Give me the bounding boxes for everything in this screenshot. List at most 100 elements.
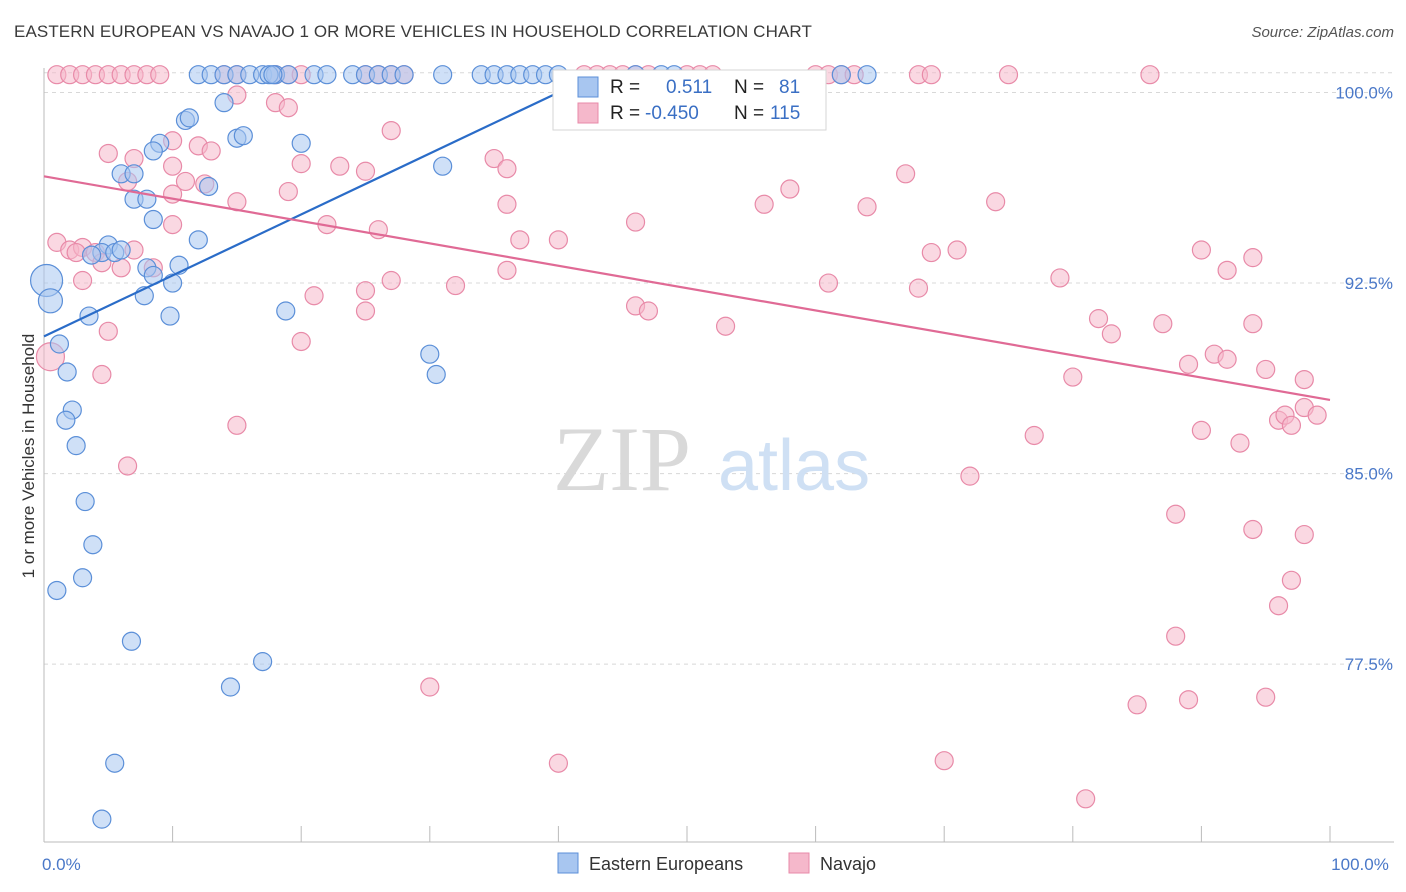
legend-n-label-2: N = [734,103,764,124]
navajo-point-58 [857,197,877,217]
eastern-european-point-62 [420,344,440,364]
legend-swatch-blue [577,76,599,98]
navajo-point-79 [1191,240,1212,260]
eastern-european-point-49 [81,245,102,265]
navajo-point-109 [227,415,247,435]
navajo-point-78 [921,242,941,263]
x-tick-label-0: 0.0% [42,855,81,874]
eastern-european-point-28 [857,65,877,85]
eastern-european-point-38 [433,156,453,176]
navajo-point-47 [484,148,504,169]
eastern-european-points [29,65,877,829]
navajo-point-65 [625,212,646,232]
navajo-point-63 [163,215,183,235]
bottom-legend-swatch-pink [788,852,810,874]
legend-n-value-2: 115 [770,103,800,124]
navajo-point-120 [1166,504,1186,524]
eastern-european-point-59 [160,306,180,326]
bottom-legend-label-eastern-europeans: Eastern Europeans [589,854,743,874]
y-tick-label-1: 85.0% [1345,465,1393,484]
eastern-european-point-75 [105,753,125,773]
eastern-european-point-29 [263,65,283,85]
navajo-point-103 [1217,349,1237,369]
navajo-point-90 [1050,268,1070,288]
navajo-point-37 [278,98,298,118]
navajo-point-41 [201,141,221,161]
eastern-european-point-66 [56,410,76,430]
navajo-point-85 [304,286,324,306]
navajo-point-45 [330,156,350,176]
navajo-point-56 [896,164,916,184]
bottom-legend: Eastern Europeans Navajo [557,852,876,874]
navajo-point-131 [548,753,569,773]
navajo-point-130 [934,751,954,771]
navajo-point-101 [98,321,118,341]
y-axis-label: 1 or more Vehicles in Household [19,334,38,579]
navajo-point-87 [355,281,376,301]
navajo-point-83 [72,270,93,291]
eastern-european-point-68 [75,491,95,512]
eastern-european-point-57 [37,288,64,314]
navajo-point-129 [1256,687,1276,707]
navajo-point-32 [921,65,941,85]
eastern-european-point-41 [199,176,219,197]
y-tick-label-0: 77.5% [1345,655,1393,674]
navajo-point-97 [1153,314,1173,334]
navajo-point-61 [497,194,517,214]
eastern-european-point-76 [92,809,112,829]
eastern-european-point-37 [143,141,163,161]
navajo-point-86 [445,275,466,296]
eastern-european-point-50 [111,240,131,260]
eastern-european-point-74 [220,677,241,697]
eastern-european-point-69 [83,535,103,555]
navajo-point-128 [1178,690,1199,710]
legend-r-label-1: R = [610,77,640,98]
eastern-european-point-16 [433,65,453,85]
eastern-european-point-44 [143,209,163,230]
navajo-point-93 [355,301,376,321]
navajo-point-111 [1024,425,1044,446]
trend-lines [43,91,1331,401]
y-tick-label-2: 92.5% [1345,274,1393,293]
navajo-point-92 [638,301,659,321]
eastern-european-point-27 [831,65,851,85]
navajo-point-105 [1256,359,1276,380]
eastern-european-point-73 [253,652,273,672]
navajo-point-38 [381,120,401,141]
eastern-european-point-30 [214,93,234,113]
navajo-point-48 [497,159,517,179]
navajo-point-55 [780,179,800,199]
legend-swatch-pink [577,102,599,124]
navajo-point-127 [1127,695,1147,715]
navajo-point-33 [998,65,1019,85]
navajo-point-80 [1243,248,1263,268]
navajo-point-81 [1217,260,1237,280]
legend-n-value-1: 81 [779,77,800,98]
eastern-european-point-63 [426,364,446,385]
legend-r-value-2: -0.450 [645,103,699,124]
source-label: Source: ZipAtlas.com [1251,24,1394,41]
navajo-point-119 [960,466,980,486]
navajo-point-107 [1294,369,1314,390]
trend-line-eastern-europeans [43,91,559,338]
eastern-european-point-40 [124,164,144,184]
navajo-point-53 [278,181,298,202]
chart-title: EASTERN EUROPEAN VS NAVAJO 1 OR MORE VEH… [14,22,812,41]
trend-line-navajo [43,175,1331,401]
eastern-european-point-36 [291,133,311,153]
navajo-point-125 [1166,626,1186,646]
legend: R = 0.511 N = 81 R = -0.450 N = 115 [552,69,827,131]
navajo-point-89 [908,278,929,298]
navajo-point-42 [98,143,118,164]
navajo-point-104 [1178,354,1199,374]
navajo-point-112 [1191,420,1212,441]
eastern-european-point-54 [163,273,183,293]
navajo-point-121 [1243,519,1263,540]
x-tick-label-1: 100.0% [1331,855,1389,874]
eastern-european-point-72 [121,631,142,651]
y-tick-label-3: 100.0% [1335,83,1393,102]
navajo-point-77 [947,240,967,260]
navajo-point-110 [117,456,138,476]
navajo-point-67 [548,230,569,250]
navajo-point-123 [1281,570,1302,590]
